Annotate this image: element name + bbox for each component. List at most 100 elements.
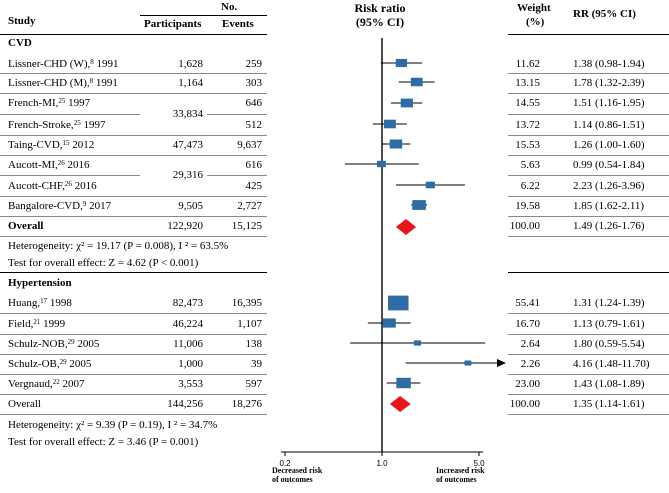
row-divider-right: [508, 216, 669, 217]
overall-label: Overall: [8, 398, 41, 410]
row-divider: [0, 155, 267, 156]
rr-cell: 1.31 (1.24-1.39): [573, 297, 645, 309]
weight-cell: 19.58: [515, 200, 540, 212]
x-axis-tick-label: 1.0: [376, 459, 388, 468]
study-effect-marker: [464, 360, 472, 366]
study-label: Schulz-OB,29 2005: [8, 358, 92, 370]
study-label: Lissner-CHD (W),8 1991: [8, 58, 119, 70]
weight-cell: 23.00: [515, 378, 540, 390]
study-effect-marker: [388, 295, 409, 311]
weight-cell: 5.63: [520, 159, 540, 171]
row-divider: [0, 93, 267, 94]
participants-cell: 1,000: [178, 358, 203, 370]
events-cell: 9,637: [237, 139, 262, 151]
weight-cell: 2.64: [520, 338, 540, 350]
study-label: Bangalore-CVD,9 2017: [8, 200, 112, 212]
events-cell: 2,727: [237, 200, 262, 212]
row-divider-right: [508, 155, 669, 156]
weight-cell: 15.53: [515, 139, 540, 151]
weight-cell: 16.70: [515, 318, 540, 330]
events-cell: 16,395: [231, 297, 262, 309]
row-divider-right: [508, 414, 669, 415]
events-cell: 15,125: [231, 220, 262, 232]
header-risk-ratio: Risk ratio: [354, 1, 406, 15]
events-cell: 138: [245, 338, 263, 350]
row-divider: [0, 354, 267, 355]
axis-left-label-line1: Decreased risk: [272, 466, 323, 475]
group-title-hypertension: Hypertension: [8, 277, 72, 289]
study-effect-marker: [376, 160, 386, 168]
axis-right-label-line1: Increased risk: [436, 466, 485, 475]
header-weight: Weight: [517, 2, 551, 14]
rr-cell: 1.85 (1.62-2.11): [573, 200, 645, 212]
weight-cell: 2.26: [520, 358, 540, 370]
weight-cell: 100.00: [509, 220, 540, 232]
x-axis-tick-label: 5.0: [473, 459, 485, 468]
rr-cell: 1.78 (1.32-2.39): [573, 77, 645, 89]
row-divider-right: [508, 114, 669, 115]
rr-cell: 4.16 (1.48-11.70): [573, 358, 650, 370]
row-divider: [0, 414, 267, 415]
study-label: Aucott-CHF,26 2016: [8, 180, 97, 192]
events-cell: 259: [245, 58, 263, 70]
group-title-cvd: CVD: [8, 37, 32, 49]
participants-cell: 11,006: [173, 338, 203, 350]
header-divider-right: [508, 34, 669, 35]
row-divider: [0, 196, 267, 197]
ci-arrow-head: [497, 359, 506, 367]
rr-cell: 1.38 (0.98-1.94): [573, 58, 645, 70]
header-participants: Participants: [144, 18, 202, 30]
rr-cell: 2.23 (1.26-3.96): [573, 180, 645, 192]
participants-cell: 1,164: [178, 77, 203, 89]
x-axis-tick-label: 0.2: [279, 459, 291, 468]
row-divider: [0, 216, 267, 217]
header-weight-pct: (%): [526, 16, 545, 28]
study-label: Lissner-CHD (M),8 1991: [8, 77, 118, 89]
axis-right-label-line2: of outcomes: [436, 475, 477, 484]
header-risk-ratio-ci: (95% CI): [355, 15, 405, 29]
study-effect-marker: [413, 340, 422, 346]
row-divider-right: [508, 196, 669, 197]
study-effect-marker: [396, 377, 411, 389]
study-effect-marker: [395, 58, 408, 68]
study-effect-marker: [412, 200, 426, 210]
row-divider: [0, 374, 267, 375]
overall-effect-text: Test for overall effect: Z = 3.46 (P = 0…: [8, 436, 199, 448]
rr-cell: 1.14 (0.86-1.51): [573, 119, 645, 131]
shared-participants-cell: 33,834: [172, 108, 203, 120]
participants-cell: 3,553: [178, 378, 203, 390]
study-effect-marker: [425, 181, 435, 189]
study-label: Schulz-NOB,29 2005: [8, 338, 100, 350]
participants-cell: 46,224: [172, 318, 203, 330]
row-divider: [0, 394, 267, 395]
group-divider: [0, 272, 267, 273]
row-divider-right: [508, 394, 669, 395]
row-divider: [207, 114, 267, 115]
row-divider: [0, 73, 267, 74]
row-divider-right: [508, 313, 669, 314]
participants-cell: 9,505: [178, 200, 203, 212]
overall-effect-diamond: [395, 219, 417, 235]
row-divider-right: [508, 175, 669, 176]
participants-cell: 1,628: [178, 58, 203, 70]
row-divider-right: [508, 236, 669, 237]
row-divider: [0, 334, 267, 335]
header-divider: [0, 34, 267, 35]
events-cell: 616: [245, 159, 263, 171]
row-divider-right: [508, 354, 669, 355]
header-no: No.: [221, 1, 238, 13]
study-effect-marker: [382, 318, 396, 328]
events-cell: 646: [245, 97, 263, 109]
events-cell: 512: [245, 119, 263, 131]
rr-cell: 1.35 (1.14-1.61): [573, 398, 645, 410]
weight-cell: 13.72: [515, 119, 540, 131]
weight-cell: 14.55: [515, 97, 540, 109]
row-divider-right: [508, 73, 669, 74]
events-cell: 303: [245, 77, 263, 89]
events-cell: 597: [245, 378, 263, 390]
header-no-underline: [140, 15, 267, 16]
study-effect-marker: [400, 98, 413, 108]
study-label: French-Stroke,25 1997: [8, 119, 106, 131]
header-rr-ci: RR (95% CI): [573, 8, 636, 20]
